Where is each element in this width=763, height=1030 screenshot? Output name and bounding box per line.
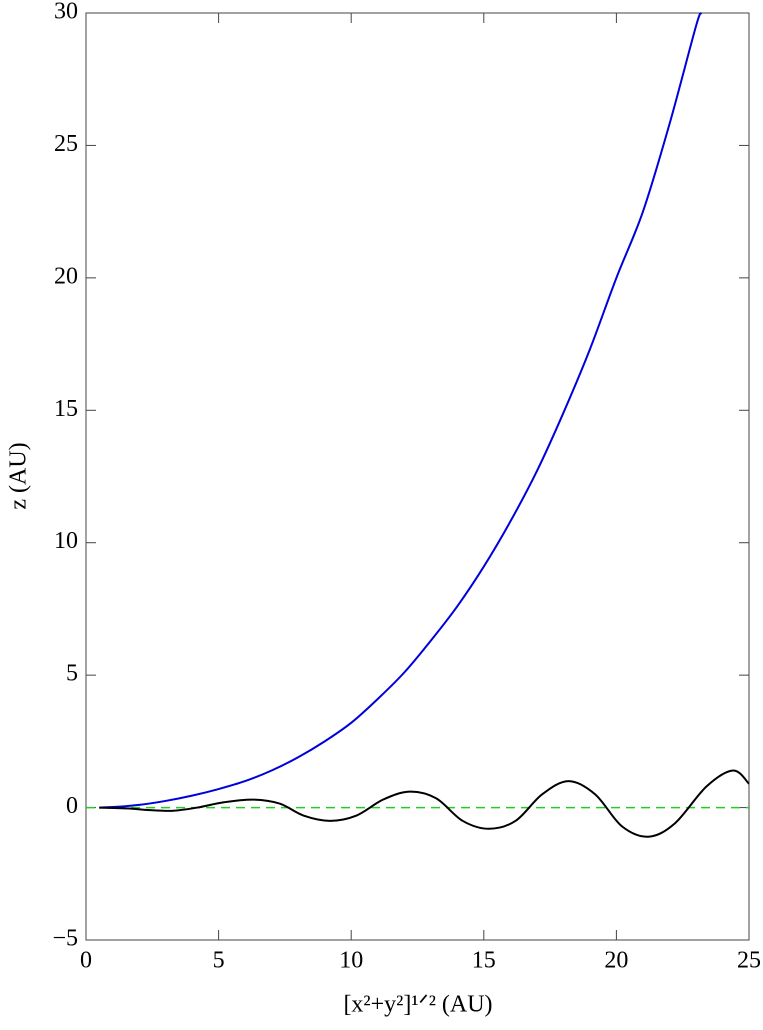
x-axis-label: [x²+y²]¹ᐟ² (AU) <box>343 992 492 1018</box>
y-tick-label: 15 <box>54 396 78 422</box>
x-tick-label: 25 <box>737 948 761 974</box>
y-tick-label: 25 <box>54 131 78 157</box>
y-tick-label: 20 <box>54 263 78 289</box>
x-tick-label: 10 <box>339 948 363 974</box>
x-tick-label: 5 <box>213 948 225 974</box>
series-line <box>99 12 703 809</box>
x-tick-label: 15 <box>472 948 496 974</box>
y-axis-label: z (AU) <box>6 442 32 509</box>
x-tick-label: 20 <box>604 948 628 974</box>
y-tick-label: 10 <box>54 528 78 554</box>
y-tick-label: −5 <box>52 926 78 952</box>
x-tick-label: 0 <box>80 948 92 974</box>
y-tick-label: 5 <box>66 661 78 687</box>
series-line <box>99 769 750 838</box>
y-tick-label: 0 <box>66 793 78 819</box>
plot-frame <box>85 12 750 941</box>
y-tick-label: 30 <box>54 0 78 25</box>
